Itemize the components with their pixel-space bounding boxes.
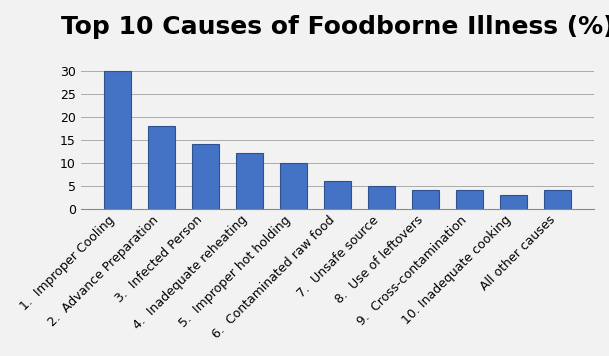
Bar bbox=[456, 190, 483, 209]
Bar bbox=[544, 190, 571, 209]
Title: Top 10 Causes of Foodborne Illness (%): Top 10 Causes of Foodborne Illness (%) bbox=[61, 15, 609, 39]
Bar bbox=[236, 153, 262, 209]
Bar bbox=[412, 190, 438, 209]
Bar bbox=[324, 181, 351, 209]
Bar bbox=[104, 71, 130, 209]
Bar bbox=[500, 195, 527, 209]
Bar bbox=[148, 126, 175, 209]
Bar bbox=[368, 185, 395, 209]
Bar bbox=[192, 144, 219, 209]
Bar bbox=[280, 163, 306, 209]
